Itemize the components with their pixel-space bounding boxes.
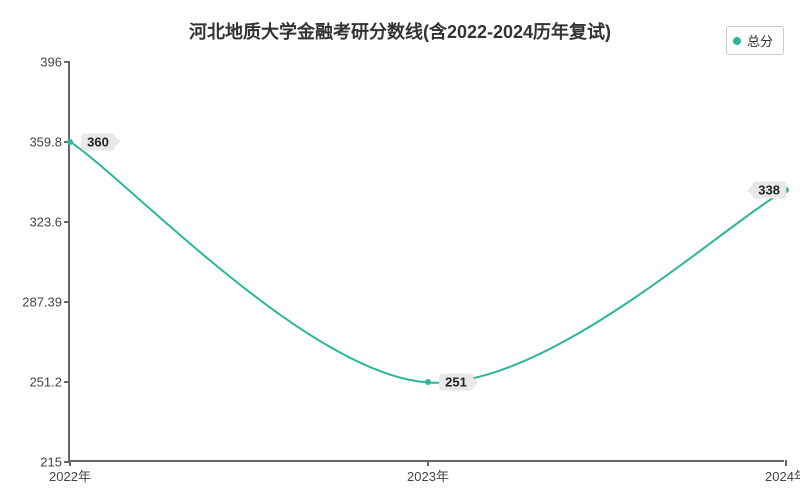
series-line (70, 142, 786, 383)
data-label: 338 (752, 182, 786, 199)
x-tick-label: 2024年 (765, 460, 800, 485)
y-tick-label: 396 (40, 55, 70, 70)
x-tick-label: 2022年 (49, 460, 91, 485)
legend-marker-icon (733, 37, 741, 45)
data-point (425, 379, 431, 385)
line-series-svg (70, 62, 786, 462)
y-tick-label: 359.8 (29, 135, 70, 150)
x-tick-label: 2023年 (407, 460, 449, 485)
data-point (67, 139, 73, 145)
y-tick-label: 251.2 (29, 375, 70, 390)
plot-area: 215251.2287.39323.6359.83962022年2023年202… (68, 62, 784, 462)
y-tick-label: 323.6 (29, 215, 70, 230)
data-label: 360 (81, 133, 115, 150)
legend: 总分 (726, 26, 784, 55)
chart-container: 河北地质大学金融考研分数线(含2022-2024历年复试) 总分 215251.… (0, 0, 800, 500)
chart-title: 河北地质大学金融考研分数线(含2022-2024历年复试) (0, 18, 800, 44)
data-label: 251 (439, 374, 473, 391)
legend-label: 总分 (747, 31, 773, 50)
y-tick-label: 287.39 (22, 295, 70, 310)
